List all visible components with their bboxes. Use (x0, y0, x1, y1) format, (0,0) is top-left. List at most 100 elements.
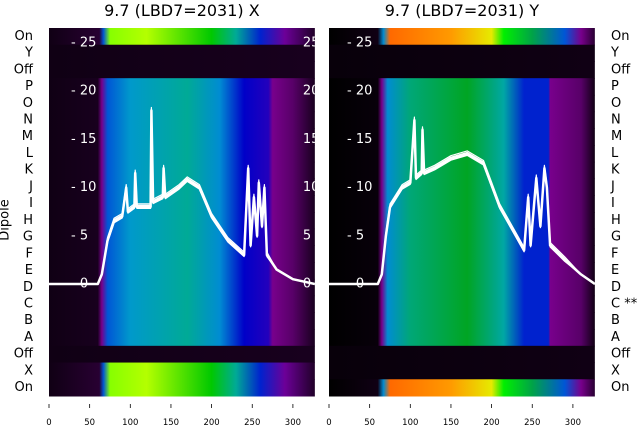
row-label: D (611, 280, 621, 295)
row-label: N (23, 113, 33, 128)
heatmap-row (329, 111, 595, 129)
row-label: Off (14, 62, 34, 77)
row-label: J (610, 179, 615, 194)
row-label: A (24, 330, 33, 345)
overlay-y-tick-label-right: 15 (303, 132, 320, 147)
panel-title: 9.7 (LBD7=2031) Y (385, 1, 540, 20)
heatmap-row (49, 345, 315, 364)
row-label: H (611, 213, 621, 228)
row-label: I (29, 196, 33, 211)
x-tick-label: 300 (565, 418, 581, 428)
overlay-y-tick-label: - 5 (71, 228, 88, 243)
overlay-y-tick-label: - 10 (347, 180, 372, 195)
row-label: E (611, 263, 619, 278)
overlay-y-tick-label: - 25 (71, 36, 96, 51)
heatmap-row (49, 61, 315, 79)
heatmap-row (329, 78, 595, 96)
row-label: P (25, 79, 33, 94)
row-label: P (611, 79, 619, 94)
row-label: A (611, 330, 620, 345)
heatmap-row (49, 44, 315, 62)
row-label: O (23, 96, 33, 111)
heatmap-row (49, 278, 315, 297)
row-label: H (23, 213, 33, 228)
x-tick-label: 50 (84, 418, 95, 428)
heatmap-row (49, 195, 315, 213)
row-label: Off (611, 62, 631, 77)
row-label: G (23, 230, 33, 245)
x-tick-label: 300 (285, 418, 301, 428)
heatmap-row (329, 362, 595, 380)
overlay-y-tick-label: - 25 (347, 36, 372, 51)
row-label: Off (14, 347, 34, 362)
overlay-line (329, 116, 595, 285)
heatmap-row (49, 161, 315, 180)
x-tick-label: 200 (203, 418, 219, 428)
heatmap-row (329, 312, 595, 330)
heatmap-row (329, 295, 595, 313)
row-label: D (23, 280, 33, 295)
row-label: L (26, 146, 34, 161)
heatmap-row (329, 94, 595, 113)
x-tick-label: 200 (483, 418, 499, 428)
row-label: Off (611, 347, 631, 362)
row-label: C (24, 297, 33, 312)
heatmap-row (49, 329, 315, 347)
row-label: On (15, 380, 33, 395)
overlay-y-tick-label-right: 10 (303, 180, 320, 195)
row-label: On (15, 29, 33, 44)
x-tick-label: 50 (364, 418, 375, 428)
heatmap-row (329, 345, 595, 364)
heatmap-row (329, 262, 595, 280)
overlay-y-tick-label: - 20 (347, 84, 372, 99)
overlay-y-tick-label: - 15 (71, 132, 96, 147)
overlay-y-tick-label: - 20 (71, 84, 96, 99)
heatmap-row (49, 28, 315, 46)
overlay-y-tick-label-right: 5 (303, 228, 311, 243)
heatmap-row (329, 245, 595, 263)
overlay-y-tick-label-right: 0 (303, 277, 311, 292)
row-label: On (611, 380, 629, 395)
row-label: X (611, 363, 620, 378)
row-label: B (24, 313, 33, 328)
heatmap-row (49, 295, 315, 313)
heatmap-row (329, 379, 595, 397)
heatmap-row (329, 329, 595, 347)
x-tick-label: 100 (402, 418, 418, 428)
heatmap-row (329, 161, 595, 180)
panel-y: 9.7 (LBD7=2031) Y- 0- 5- 10- 15- 20- 250… (326, 1, 637, 428)
heatmap-row (49, 379, 315, 397)
row-label: K (611, 163, 620, 178)
heatmap-row (329, 228, 595, 246)
overlay-y-tick-label: - 10 (71, 180, 96, 195)
heatmap-row (329, 28, 595, 46)
panel-x: 9.7 (LBD7=2031) X- 0 0- 5 5- 10 10- 15 15- 2… (14, 1, 320, 428)
heatmap-row (329, 212, 595, 230)
heatmap-row (49, 94, 315, 113)
heatmap-row (329, 61, 595, 79)
row-label: M (611, 129, 622, 144)
row-label: L (611, 146, 619, 161)
heatmap-row (49, 245, 315, 263)
row-label: J (28, 179, 33, 194)
row-label: O (611, 96, 621, 111)
y-axis-label: Dipole (0, 199, 13, 240)
row-label: G (611, 230, 621, 245)
row-label: On (611, 29, 629, 44)
overlay-y-tick-label: - 15 (347, 132, 372, 147)
heatmap-row (49, 145, 315, 163)
heatmap-row (49, 312, 315, 330)
heatmap-row (49, 362, 315, 380)
x-tick-label: 0 (46, 418, 51, 428)
panel-title: 9.7 (LBD7=2031) X (104, 1, 260, 20)
row-label: M (22, 129, 33, 144)
heatmap-row (49, 111, 315, 129)
x-tick-label: 100 (122, 418, 138, 428)
row-label: F (26, 246, 33, 261)
heatmap-row (329, 128, 595, 146)
heatmap-row (329, 278, 595, 297)
heatmap-row (49, 128, 315, 146)
row-label: I (611, 196, 615, 211)
x-tick-label: 150 (443, 418, 459, 428)
